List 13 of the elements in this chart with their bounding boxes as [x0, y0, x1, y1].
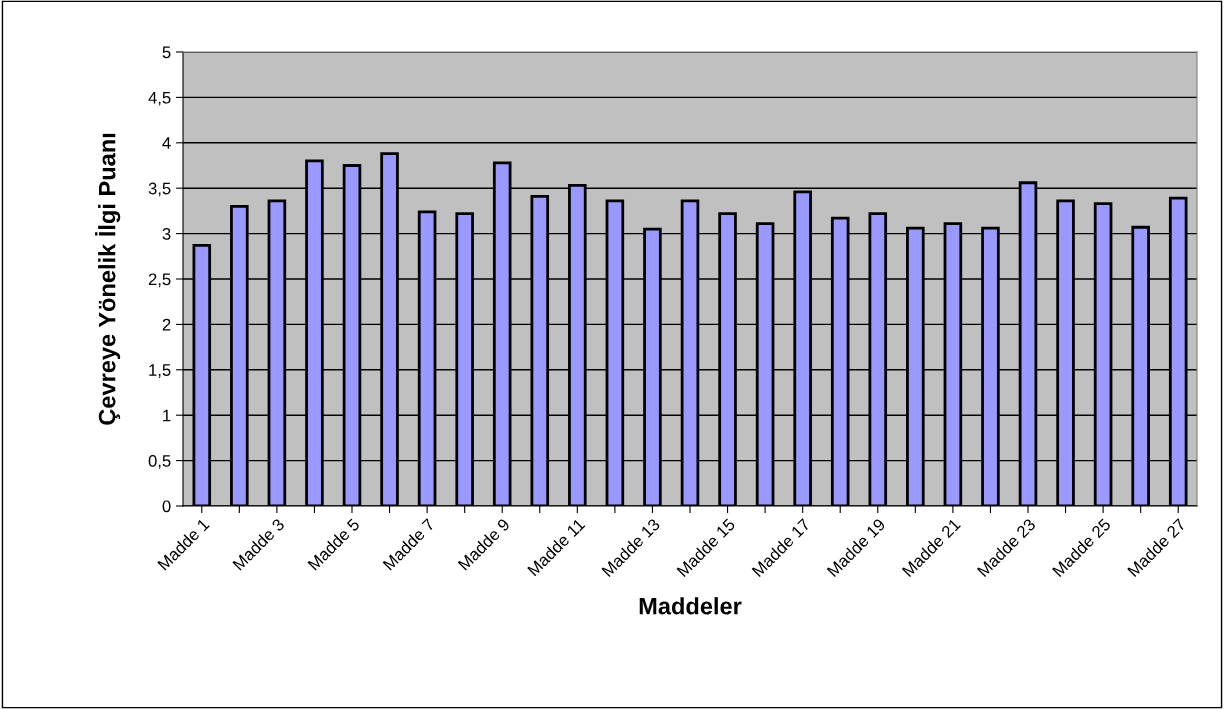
y-tick-label: 5: [162, 46, 171, 59]
y-tick-label: 2: [162, 318, 171, 331]
y-tick-label: 1: [163, 409, 171, 422]
y-axis-title: Çevreye Yönelik İlgi Puanı: [95, 133, 121, 425]
y-tick-label: 1,5: [149, 364, 171, 378]
x-axis-title: Maddeler: [639, 597, 742, 615]
y-tick-label: 2,5: [148, 273, 171, 288]
y-tick-label: 0: [162, 500, 171, 513]
y-tick-label: 3: [162, 228, 171, 240]
y-tick-label: 3,5: [148, 182, 171, 197]
y-tick-label: 4: [162, 137, 171, 149]
y-tick-label: 0,5: [148, 455, 171, 469]
y-tick-label: 4,5: [148, 91, 171, 106]
